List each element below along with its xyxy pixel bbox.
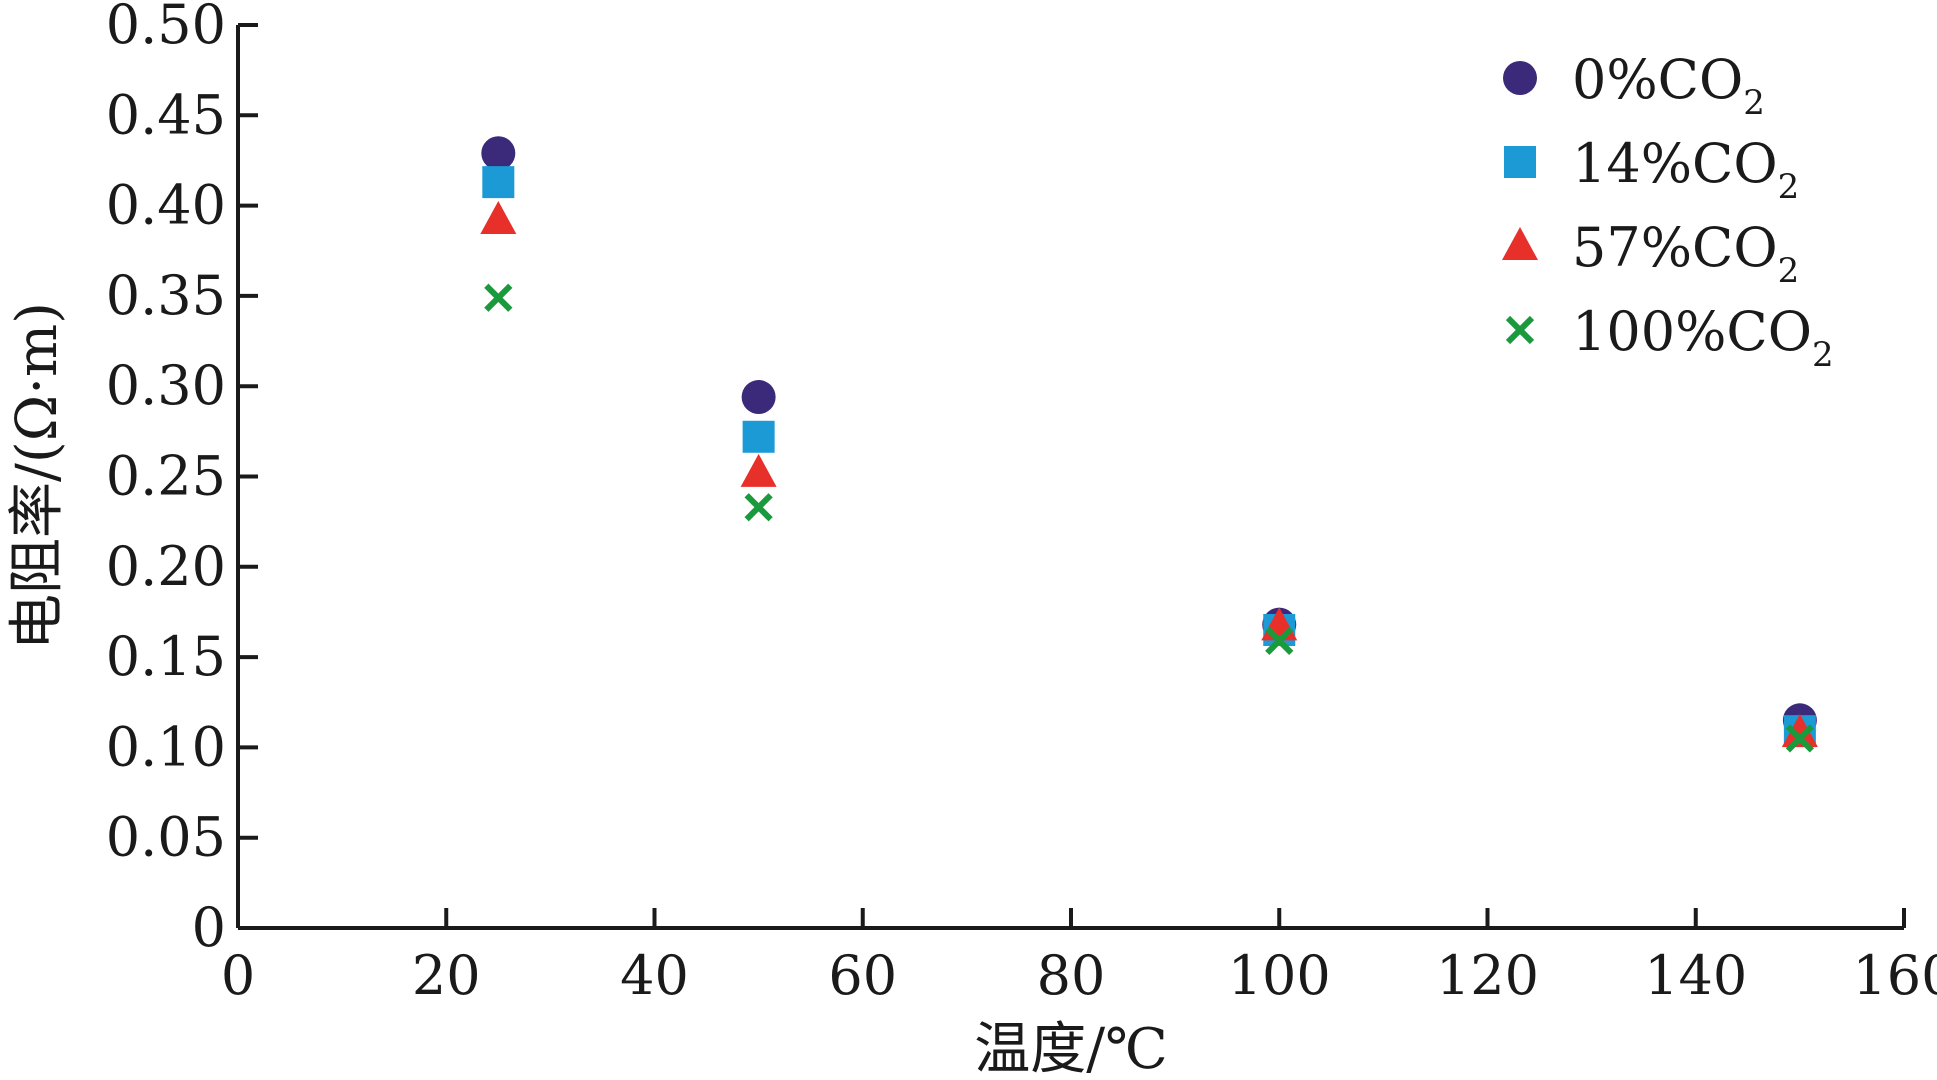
data-point-circle xyxy=(481,136,516,171)
x-tick-label: 160 xyxy=(1852,944,1937,1007)
legend-item: 57%CO2 xyxy=(1502,216,1799,291)
legend-marker-square xyxy=(1504,146,1536,178)
legend-marker-x xyxy=(1505,315,1535,345)
legend-marker-triangle xyxy=(1502,227,1538,260)
data-point-x xyxy=(1785,724,1815,753)
legend-item: 100%CO2 xyxy=(1505,300,1834,375)
y-tick-label: 0.10 xyxy=(106,715,226,778)
data-point-x xyxy=(744,493,773,522)
y-tick-label: 0.25 xyxy=(106,445,226,508)
y-ticks: 0 0.05 0.10 0.15 0.20 0.25 0.30 0.35 0.40 0.45 0.5… xyxy=(106,0,258,959)
y-tick-label: 0.15 xyxy=(106,625,226,688)
data-point-square xyxy=(742,420,775,453)
y-tick-label: 0.45 xyxy=(106,83,226,146)
legend-label-main: 0%CO xyxy=(1572,48,1743,111)
legend-item: 14%CO2 xyxy=(1504,132,1799,207)
data-point-triangle xyxy=(480,201,517,235)
legend-label-subscript: 2 xyxy=(1778,167,1800,207)
x-tick-label: 40 xyxy=(620,944,689,1007)
legend-label: 0%CO2 xyxy=(1572,48,1765,123)
legend-label-subscript: 2 xyxy=(1812,335,1834,375)
data-point-square xyxy=(482,166,515,199)
y-tick-label: 0 xyxy=(192,896,226,959)
y-tick-label: 0.20 xyxy=(106,535,226,598)
x-tick-label: 80 xyxy=(1037,944,1106,1007)
legend-marker-circle xyxy=(1503,61,1537,95)
x-tick-label: 0 xyxy=(221,944,255,1007)
x-tick-label: 140 xyxy=(1644,944,1747,1007)
data-point-triangle xyxy=(1781,713,1818,747)
data-points xyxy=(480,136,1818,753)
x-ticks: 0 20 40 60 80 100 120 140 160 xyxy=(221,908,1937,1007)
y-tick-label: 0.35 xyxy=(106,264,226,327)
legend-label-main: 14%CO xyxy=(1572,132,1778,195)
data-point-triangle xyxy=(740,453,777,487)
legend-label-main: 100%CO xyxy=(1572,300,1812,363)
data-point-x xyxy=(1265,626,1294,655)
legend-label: 14%CO2 xyxy=(1572,132,1799,207)
x-tick-label: 60 xyxy=(828,944,897,1007)
x-tick-label: 120 xyxy=(1436,944,1539,1007)
y-axis-title: 电阻率/(Ω·m) xyxy=(5,302,70,650)
y-tick-label: 0.30 xyxy=(106,354,226,417)
y-tick-label: 0.50 xyxy=(106,0,226,56)
legend-label-main: 57%CO xyxy=(1572,216,1778,279)
data-point-circle xyxy=(741,380,776,415)
y-tick-label: 0.40 xyxy=(106,174,226,237)
legend-label-subscript: 2 xyxy=(1778,251,1800,291)
x-axis-title: 温度/℃ xyxy=(974,1017,1168,1080)
y-tick-label: 0.05 xyxy=(106,806,226,869)
legend-item: 0%CO2 xyxy=(1503,48,1765,123)
legend-label: 57%CO2 xyxy=(1572,216,1799,291)
x-tick-label: 100 xyxy=(1228,944,1331,1007)
legend-label: 100%CO2 xyxy=(1572,300,1834,375)
legend-label-subscript: 2 xyxy=(1743,83,1765,123)
x-tick-label: 20 xyxy=(412,944,481,1007)
data-point-x xyxy=(484,283,513,312)
